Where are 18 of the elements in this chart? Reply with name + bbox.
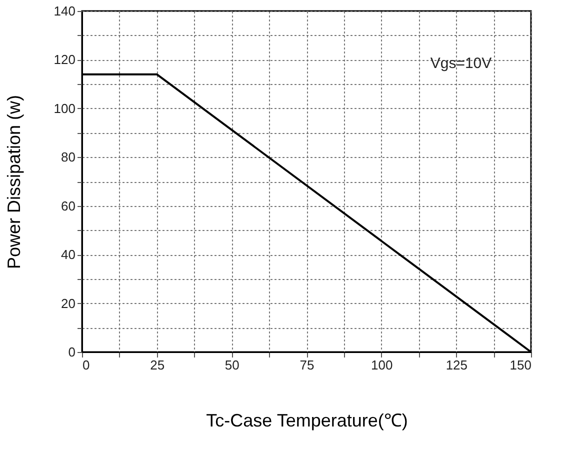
x-tick-label: 0 — [82, 358, 90, 372]
x-tick-label: 75 — [300, 358, 314, 372]
y-tick-label: 0 — [68, 344, 76, 360]
y-tick-label: 100 — [54, 100, 76, 116]
y-tick-label: 120 — [54, 52, 76, 68]
x-tick-label: 125 — [446, 358, 468, 372]
x-tick-label: 25 — [150, 358, 165, 372]
y-axis-title: Power Dissipation (w) — [4, 94, 24, 270]
y-tick-label: 40 — [61, 247, 76, 262]
x-tick-label: 50 — [224, 358, 240, 372]
x-tick-label: 100 — [370, 358, 393, 372]
y-tick-label: 60 — [61, 198, 76, 214]
y-tick-label: 140 — [54, 4, 76, 18]
x-tick-label: 150 — [510, 358, 532, 372]
y-tick-label: 80 — [61, 150, 76, 165]
y-tick-label: 20 — [61, 296, 76, 311]
annotation: Vgs=10V — [430, 55, 492, 72]
x-axis-title: Tc-Case Temperature(℃) — [206, 410, 408, 430]
